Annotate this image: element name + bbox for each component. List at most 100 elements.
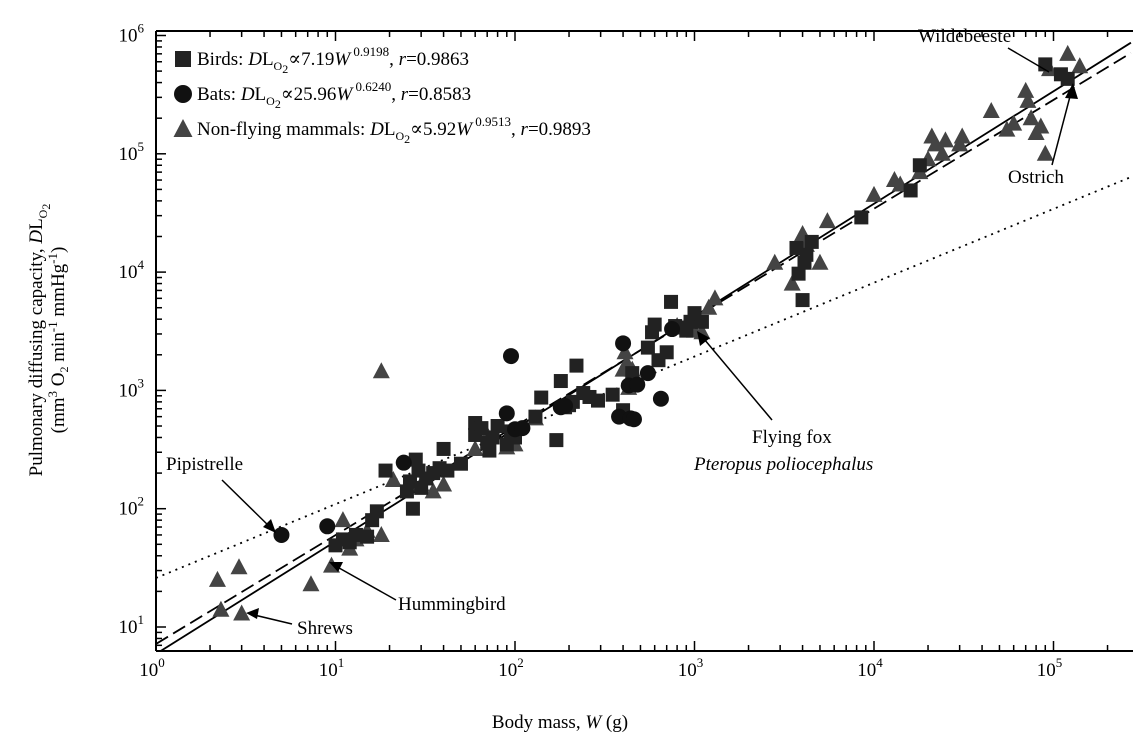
bird-point [528,409,543,424]
mammal-point [208,570,226,587]
y-tick-label: 104 [119,257,145,283]
bird-point [605,387,620,402]
bat-point [503,348,520,365]
arrow-hummingbird [331,563,397,601]
bat-point [625,411,642,428]
annotation-ostrich: Ostrich [1008,167,1064,188]
bird-point [440,463,455,478]
bat-point [319,518,336,535]
y-tick-label: 106 [119,21,145,47]
mammal-point [1071,57,1089,74]
y-tick-label: 103 [119,375,145,401]
bat-point [514,420,531,437]
mammal-point [706,289,724,306]
bird-point [795,293,810,308]
mammal-point [953,127,971,144]
bat-point [629,376,646,393]
arrowhead-pipistrelle [263,519,276,533]
legend-marker-circle [174,85,192,103]
mammal-point [1022,109,1040,126]
bat-point [615,335,632,352]
arrowhead-shrews [246,608,259,619]
bird-point [659,345,674,360]
bird-point [485,430,500,445]
arrow-pipistrelle [221,479,274,531]
annotation-hummingbird: Hummingbird [398,594,506,615]
bird-point [402,474,417,489]
mammal-point [616,343,634,360]
legend-marker-square [175,51,191,67]
bird-point [625,366,640,381]
mammal-point [334,511,352,528]
y-tick-label: 101 [119,612,145,638]
bird-point [903,183,918,198]
mammal-point [1059,44,1077,61]
mammal-point [811,253,829,270]
legend-entry: Bats: DLO2∝25.96W 0.6240, r=0.8583 [197,79,471,111]
legend: Birds: DLO2∝7.19W 0.9198, r=0.9863Bats: … [173,44,591,146]
arrowhead-flying-fox [697,331,710,346]
bat-point [664,321,681,338]
x-axis-label: Body mass, W (g) [492,712,628,733]
x-tick-label: 103 [678,655,704,681]
x-tick-label: 101 [319,655,345,681]
bird-point [591,393,606,408]
arrow-wildebeeste [1007,47,1050,73]
bat-point [395,454,412,471]
y-axis-label: Pulmonary diffusing capacity, DLO2 (mm3 … [26,204,71,477]
mammal-point [865,185,883,202]
bird-point [490,419,505,434]
bird-point [534,390,549,405]
bird-point [694,314,709,329]
y-tick-label: 102 [119,494,145,520]
arrowhead-hummingbird [329,562,343,572]
mammal-point [424,482,442,499]
data-points [208,44,1089,621]
legend-entry: Non-flying mammals: DLO2∝5.92W 0.9513, r… [197,114,591,146]
bird-point [799,247,814,262]
mammal-point [982,102,1000,119]
annotation-wildebeeste: Wildebeeste [918,26,1011,47]
bird-point [453,456,468,471]
mammal-point [466,439,484,456]
mammal-point [1005,114,1023,131]
legend-entry: Birds: DLO2∝7.19W 0.9198, r=0.9863 [197,44,469,76]
bird-point [854,210,869,225]
mammal-point [372,362,390,379]
bird-point [408,452,423,467]
mammal-point [1017,81,1035,98]
mammal-point [1036,144,1054,161]
annotation-pteropus: Pteropus poliocephalus [693,454,873,475]
mammal-point [1019,91,1037,108]
arrow-flying-fox [698,332,773,421]
bird-point [569,358,584,373]
annotations: Wildebeeste Ostrich Flying fox Pteropus … [166,26,1078,639]
mammal-point [783,274,801,291]
bird-point [436,441,451,456]
mammal-point [700,298,718,315]
mammal-point [230,558,248,575]
axis-ticks [155,31,1109,651]
mammal-point [1032,117,1050,134]
bird-point [553,374,568,389]
mammal-point [926,135,944,152]
svg-text:Pulmonary diffusing capacity,: Pulmonary diffusing capacity, DLO2 [26,204,53,477]
bird-point [912,158,927,173]
mammal-point [212,600,230,617]
y-tick-label: 105 [119,139,145,165]
bird-point [482,443,497,458]
bat-point [498,405,515,422]
mammal-point [372,525,390,542]
annotation-pipistrelle: Pipistrelle [166,454,243,475]
mammal-point [693,323,711,340]
annotation-shrews: Shrews [297,618,353,639]
mammal-point [818,212,836,229]
mammal-point [384,470,402,487]
axis-tick-labels: 100 101 102 103 104 105 101 102 103 104 105 106 [119,21,1063,682]
mammal-point [233,604,251,621]
bat-point [557,397,574,414]
x-tick-label: 105 [1037,655,1063,681]
svg-text:(mm3 O2 min-1 mmHg-1): (mm3 O2 min-1 mmHg-1) [45,247,71,434]
x-tick-label: 100 [139,655,165,681]
x-tick-label: 104 [857,655,883,681]
